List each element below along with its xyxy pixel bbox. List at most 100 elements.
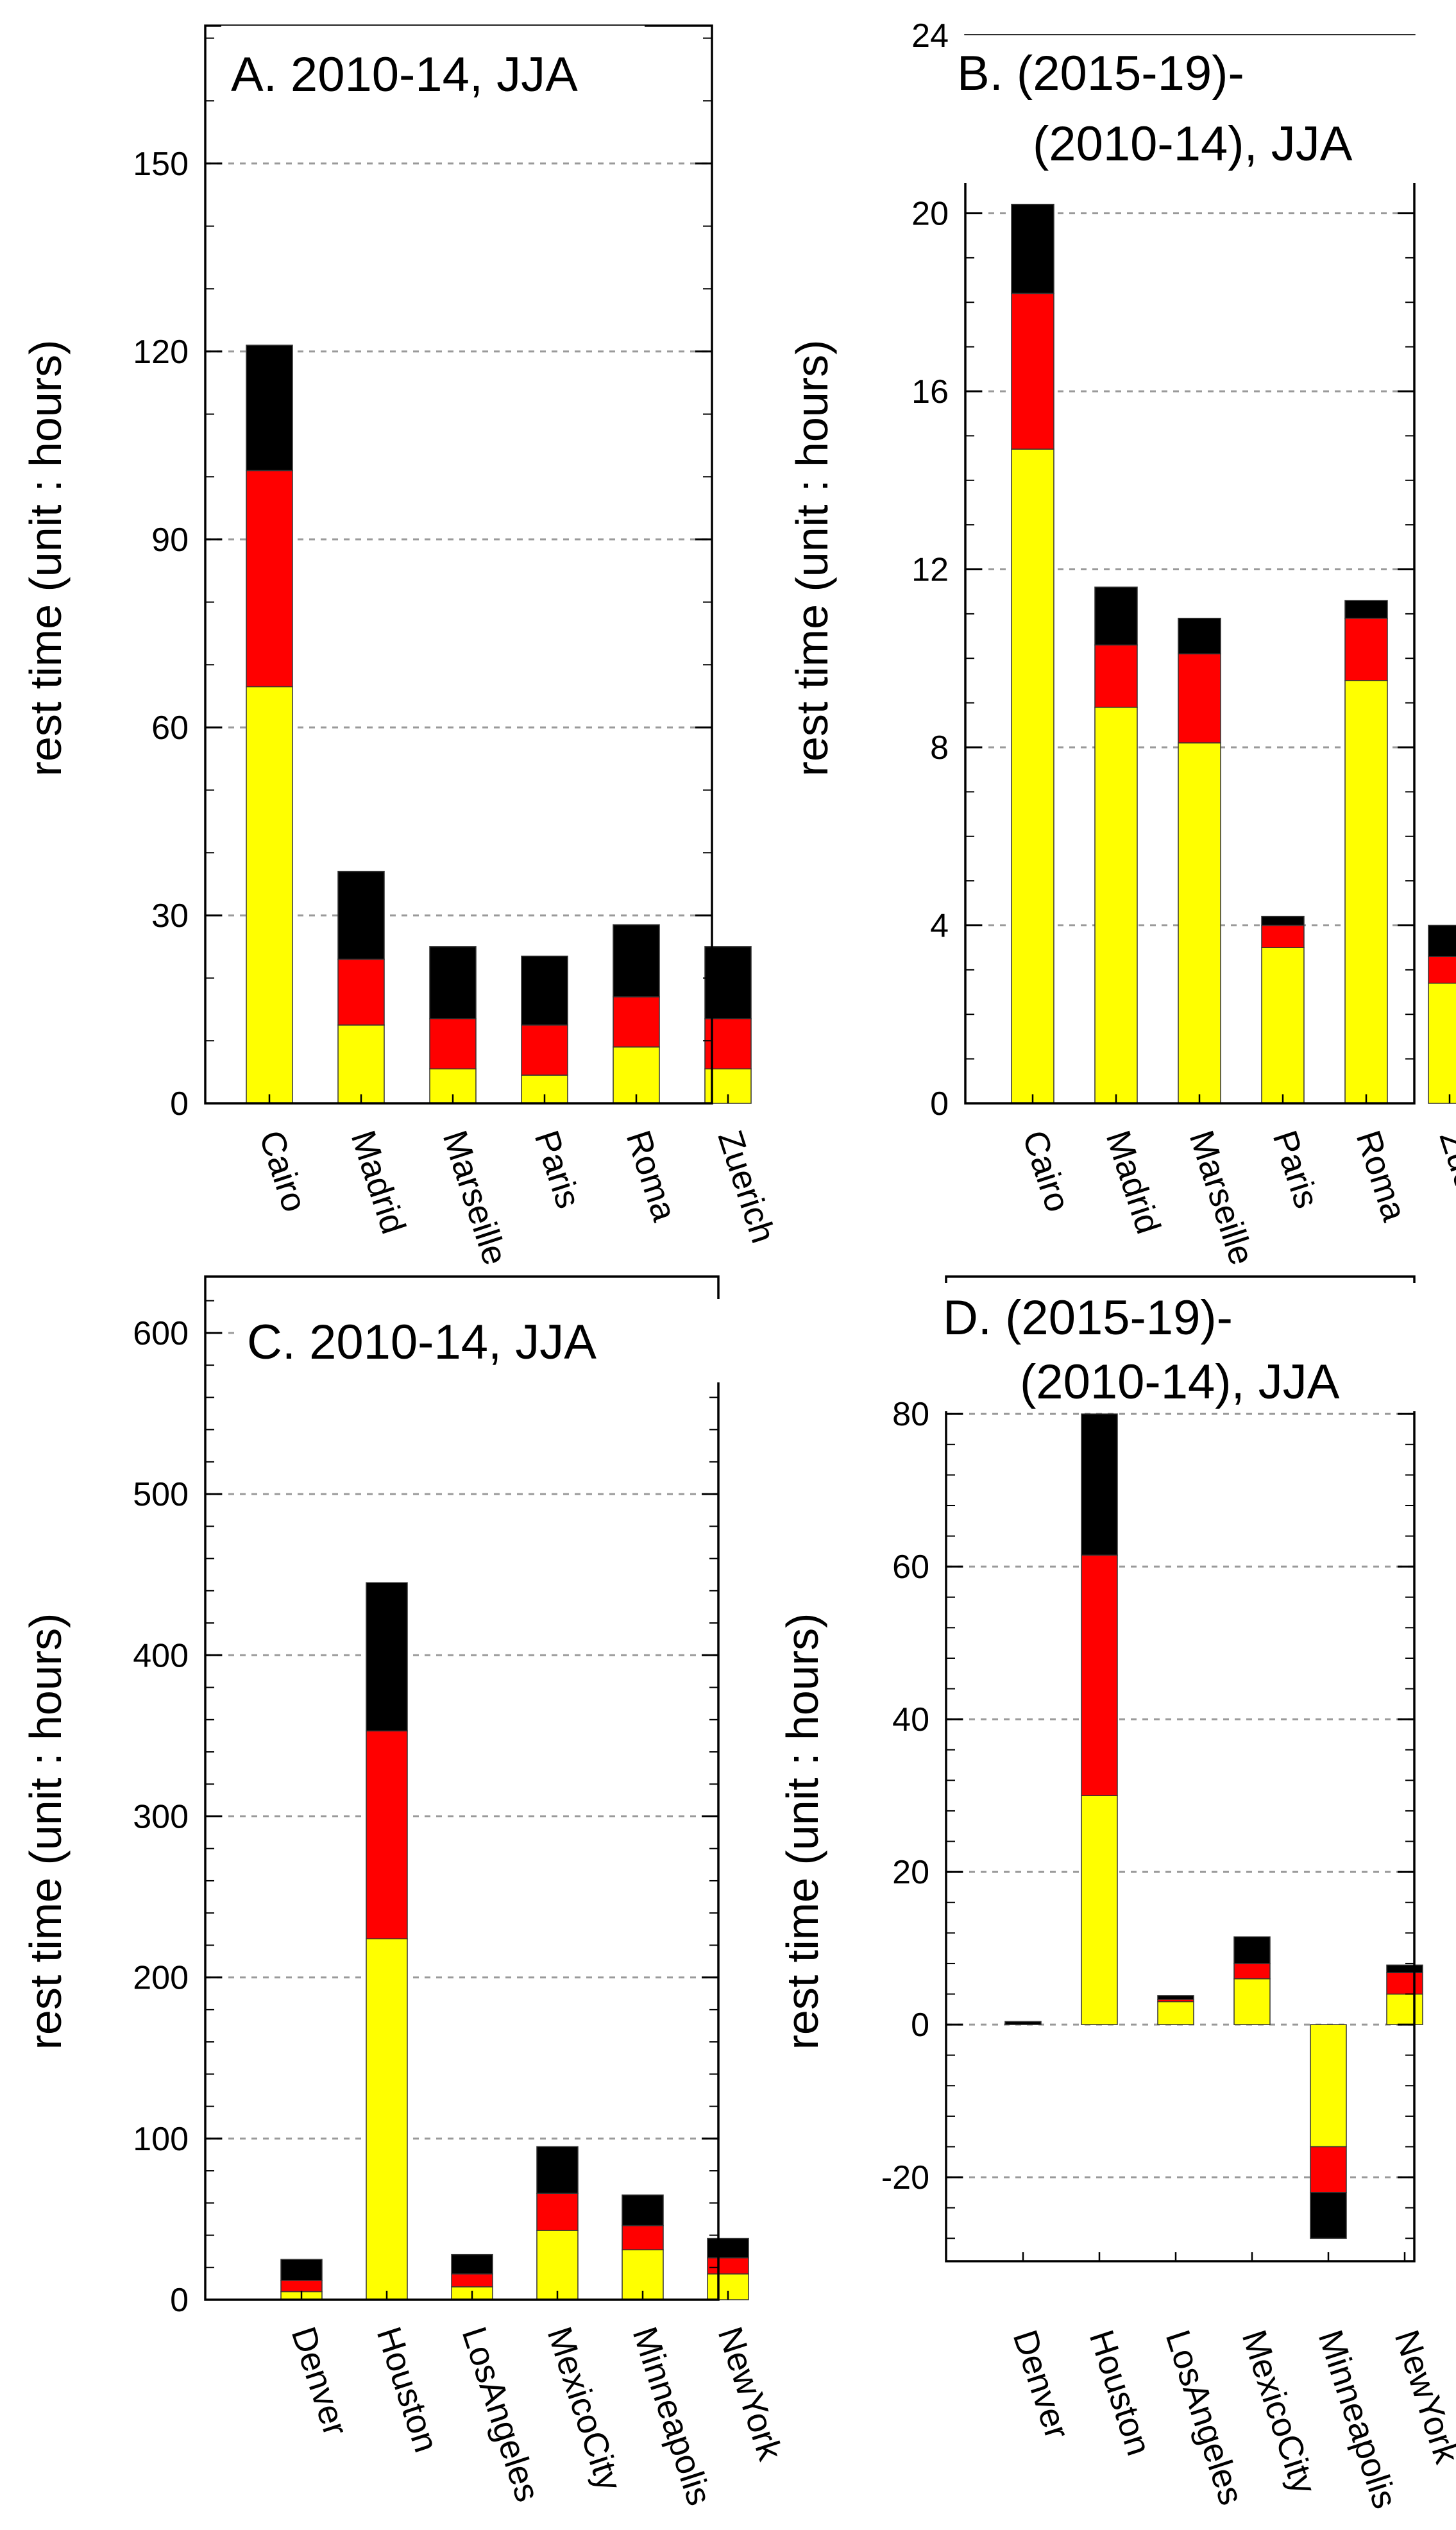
bar-segment-d-MexicoCity-red	[1233, 1963, 1271, 1980]
ytick-label-d: 0	[911, 2007, 929, 2044]
category-label-b-Cairo: Cairo	[1015, 1126, 1078, 1216]
category-label-a-Madrid: Madrid	[344, 1126, 413, 1239]
bar-segment-b-Roma-black	[1344, 600, 1388, 619]
ytick-label-a: 30	[151, 897, 189, 935]
ytick-label-c: 0	[170, 2282, 189, 2319]
bar-segment-b-Zuerich-black	[1428, 924, 1456, 957]
category-label-b-Marseille: Marseille	[1182, 1126, 1262, 1269]
panel-d-title-mask	[933, 1283, 1421, 1411]
ytick-label-b: 0	[930, 1085, 949, 1123]
ytick-label-a: 60	[151, 709, 189, 747]
bar-segment-d-NewYork-black	[1386, 1964, 1423, 1973]
bar-segment-d-Minneapolis-black	[1310, 2192, 1347, 2239]
bar-segment-d-LosAngeles-black	[1157, 1995, 1194, 2000]
category-label-c-Denver: Denver	[284, 2322, 355, 2440]
ytick-label-b: 4	[930, 908, 949, 945]
panel-a-category-labels: Cairo Madrid Marseille Paris Roma Zuerich	[252, 1126, 783, 1269]
bar-segment-b-Roma-yellow	[1344, 680, 1388, 1104]
ytick-label-d: 20	[892, 1854, 929, 1891]
category-label-d-NewYork: NewYork	[1387, 2325, 1456, 2468]
panel-c-ylabel: rest time (unit : hours)	[21, 1613, 71, 2050]
bar-segment-b-Marseille-yellow	[1178, 742, 1221, 1104]
ytick-label-b: 24	[911, 17, 949, 55]
panel-c-title: C. 2010-14, JJA	[247, 1315, 597, 1370]
bar-segment-a-Roma-yellow	[613, 1046, 660, 1104]
panel-b-ytick-labels: 0 4 8 12 16 20 24	[911, 17, 949, 1123]
category-label-c-MexicoCity: MexicoCity	[540, 2322, 629, 2495]
ytick-label-b: 20	[911, 196, 949, 233]
panel-a-ylabel: rest time (unit : hours)	[21, 340, 71, 777]
category-label-c-NewYork: NewYork	[711, 2322, 790, 2465]
panel-d-ytick-labels: -20 0 20 40 60 80	[881, 1396, 929, 2196]
ytick-label-a: 120	[133, 334, 189, 371]
bar-segment-b-Cairo-yellow	[1011, 448, 1054, 1104]
bar-segment-a-Cairo-yellow	[246, 686, 293, 1104]
panel-b: 0 4 8 12 16 20 24 Cairo Madrid Marseille Paris Rom…	[787, 17, 1456, 1269]
panel-d-title-line-2: (2010-14), JJA	[1020, 1355, 1340, 1409]
bar-segment-c-LosAngeles-red	[451, 2273, 493, 2288]
bar-segment-d-Denver-black	[1004, 2021, 1042, 2025]
bar-segment-c-Denver-red	[280, 2280, 323, 2293]
bar-segment-d-LosAngeles-yellow	[1157, 2001, 1194, 2025]
bar-segment-c-MexicoCity-red	[536, 2193, 579, 2231]
category-label-b-Madrid: Madrid	[1099, 1126, 1168, 1239]
bar-segment-a-Cairo-red	[246, 470, 293, 688]
panel-a-title: A. 2010-14, JJA	[231, 47, 578, 102]
ytick-label-d: 40	[892, 1701, 929, 1738]
category-label-d-MexicoCity: MexicoCity	[1235, 2325, 1324, 2499]
panel-a-bars	[246, 344, 752, 1104]
bar-segment-c-Houston-red	[366, 1730, 408, 1940]
ytick-label-c: 600	[133, 1315, 189, 1352]
bar-segment-c-Denver-black	[280, 2259, 323, 2281]
category-label-b-Roma: Roma	[1349, 1126, 1414, 1226]
ytick-label-c: 200	[133, 1960, 189, 1997]
category-label-c-Minneapolis: Minneapolis	[625, 2322, 719, 2510]
bar-segment-b-Paris-black	[1261, 915, 1305, 926]
bar-segment-c-NewYork-red	[707, 2257, 749, 2275]
category-label-a-Paris: Paris	[527, 1126, 588, 1213]
bar-segment-b-Paris-yellow	[1261, 947, 1305, 1104]
panel-b-category-labels: Cairo Madrid Marseille Paris Roma Zuerich	[1015, 1126, 1456, 1269]
bar-segment-a-Madrid-yellow	[337, 1024, 385, 1104]
category-label-d-Denver: Denver	[1006, 2325, 1077, 2443]
panel-c: 0 100 200 300 400 500 600 Denver Houston LosAnge…	[21, 1275, 790, 2510]
bar-segment-c-MexicoCity-black	[536, 2146, 579, 2194]
bar-segment-b-Zuerich-red	[1428, 956, 1456, 984]
bar-segment-b-Marseille-red	[1178, 653, 1221, 743]
bar-segment-a-Paris-black	[521, 955, 568, 1026]
category-label-a-Roma: Roma	[619, 1126, 684, 1226]
ytick-label-d: 60	[892, 1549, 929, 1586]
bar-segment-d-Houston-black	[1081, 1413, 1118, 1556]
bar-segment-d-MexicoCity-yellow	[1233, 1978, 1271, 2025]
bar-segment-b-Paris-red	[1261, 924, 1305, 948]
bar-segment-d-NewYork-red	[1386, 1972, 1423, 1995]
bar-segment-b-Cairo-red	[1011, 293, 1054, 450]
bar-segment-c-NewYork-black	[707, 2237, 749, 2259]
ytick-label-a: 150	[133, 146, 189, 183]
category-label-d-Houston: Houston	[1082, 2325, 1158, 2460]
ytick-label-d: 80	[892, 1396, 929, 1433]
panel-d-title-line-1: D. (2015-19)-	[943, 1291, 1233, 1345]
panel-c-bars	[280, 1582, 749, 2300]
panel-b-ylabel: rest time (unit : hours)	[787, 340, 837, 777]
bar-segment-c-Minneapolis-red	[622, 2225, 664, 2250]
panel-b-title-line-1: B. (2015-19)-	[957, 46, 1244, 101]
ytick-label-b: 16	[911, 373, 949, 411]
bar-segment-b-Madrid-black	[1094, 586, 1138, 646]
panel-d-axes	[945, 1275, 1416, 2263]
bar-segment-b-Zuerich-yellow	[1428, 982, 1456, 1104]
ytick-label-c: 100	[133, 2121, 189, 2158]
bar-segment-c-MexicoCity-yellow	[536, 2230, 579, 2300]
category-label-c-LosAngeles: LosAngeles	[455, 2322, 547, 2506]
panel-a-title-mask	[221, 26, 645, 109]
panel-b-title-line-2: (2010-14), JJA	[1033, 117, 1353, 171]
ytick-label-b: 8	[930, 729, 949, 767]
ytick-label-a: 0	[170, 1085, 189, 1123]
bar-segment-a-Cairo-black	[246, 344, 293, 471]
panel-c-category-labels: Denver Houston LosAngelesMexicoCityMinneap…	[284, 2322, 790, 2510]
panel-d-category-labels: Denver Houston LosAngelesMexicoCityMinneap…	[1006, 2325, 1456, 2513]
bar-segment-b-Cairo-black	[1011, 203, 1054, 294]
bar-segment-c-Minneapolis-black	[622, 2194, 664, 2227]
bar-segment-a-Marseille-black	[429, 946, 477, 1019]
